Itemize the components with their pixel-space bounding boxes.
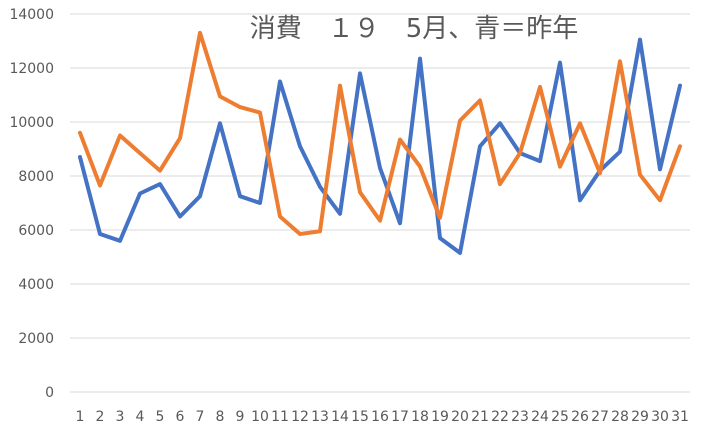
gridlines	[70, 13, 690, 393]
y-tick-label: 2000	[18, 331, 54, 347]
x-tick-label: 18	[411, 409, 429, 425]
x-tick-label: 24	[531, 409, 549, 425]
series-lines	[78, 30, 682, 255]
x-tick-label: 31	[671, 409, 689, 425]
series-line-2	[78, 30, 682, 236]
x-tick-label: 11	[271, 409, 289, 425]
x-tick-label: 15	[351, 409, 369, 425]
x-tick-label: 17	[391, 409, 409, 425]
x-tick-label: 4	[136, 409, 145, 425]
y-tick-label: 14000	[9, 7, 54, 23]
chart-title: 消費 １９ 5月、青＝昨年	[250, 14, 579, 44]
y-tick-label: 12000	[9, 61, 54, 77]
y-tick-label: 0	[45, 385, 54, 401]
x-tick-label: 23	[511, 409, 529, 425]
y-axis-tick-labels: 0 2000 4000 6000 8000 10000 12000 14000	[9, 7, 54, 401]
x-tick-label: 25	[551, 409, 569, 425]
x-tick-label: 12	[291, 409, 309, 425]
x-tick-label: 2	[96, 409, 105, 425]
x-tick-label: 27	[591, 409, 609, 425]
x-tick-label: 8	[216, 409, 225, 425]
x-tick-label: 28	[611, 409, 629, 425]
x-tick-label: 9	[236, 409, 245, 425]
x-tick-label: 19	[431, 409, 449, 425]
x-tick-label: 6	[176, 409, 185, 425]
x-tick-label: 22	[491, 409, 509, 425]
x-tick-label: 26	[571, 409, 589, 425]
series-line-1	[78, 37, 682, 255]
x-tick-label: 13	[311, 409, 329, 425]
x-tick-label: 10	[251, 409, 269, 425]
x-axis-tick-labels: 1 2 3 4 5 6 7 8 9 10 11 12 13 14 15 16 17 18 19 20 21 22 23 24 2…	[76, 409, 689, 425]
x-tick-label: 16	[371, 409, 389, 425]
x-tick-label: 21	[471, 409, 489, 425]
y-tick-label: 4000	[18, 277, 54, 293]
x-tick-label: 1	[76, 409, 85, 425]
x-tick-label: 14	[331, 409, 349, 425]
x-tick-label: 5	[156, 409, 165, 425]
x-tick-label: 29	[631, 409, 649, 425]
y-tick-label: 6000	[18, 223, 54, 239]
x-tick-label: 30	[651, 409, 669, 425]
x-tick-label: 3	[116, 409, 125, 425]
y-tick-label: 8000	[18, 169, 54, 185]
x-tick-label: 7	[196, 409, 205, 425]
y-tick-label: 10000	[9, 115, 54, 131]
x-tick-label: 20	[451, 409, 469, 425]
